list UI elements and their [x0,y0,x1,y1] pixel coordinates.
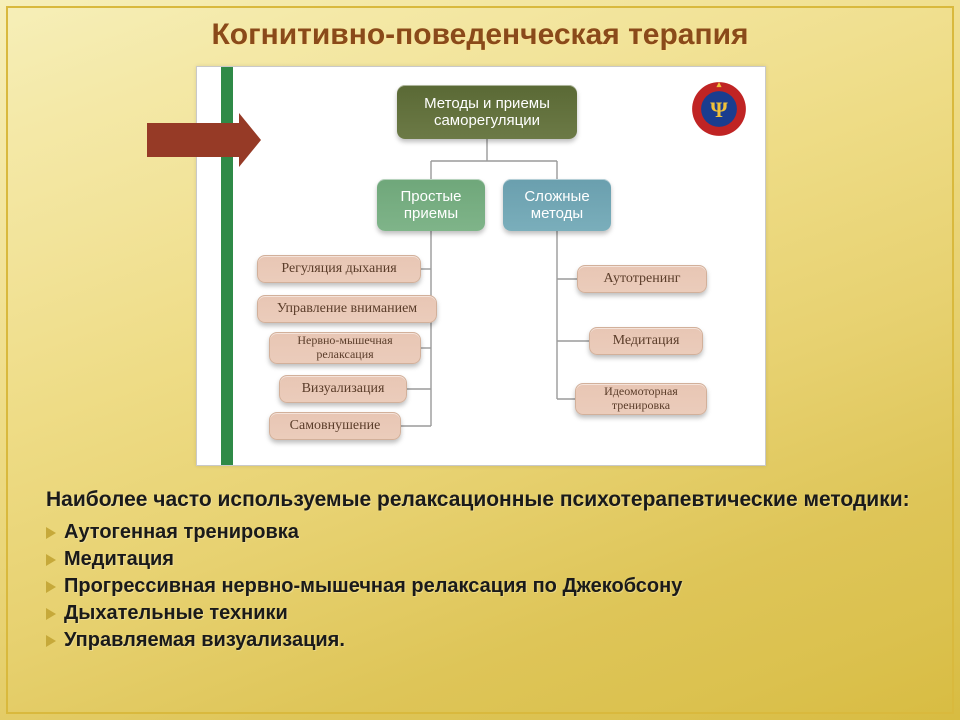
category-simple: Простые приемы [377,179,485,231]
leaf-complex-0: Аутотренинг [577,265,707,293]
diagram-panel: Ψ Методы и приемы саморегуляции Про [196,66,766,466]
bullet-item: Аутогенная тренировка [46,519,914,546]
entry-arrow [147,123,239,157]
bullet-item: Управляемая визуализация. [46,627,914,654]
leaf-simple-2: Нервно-мышечная релаксация [269,332,421,364]
leaf-complex-2: Идеомоторная тренировка [575,383,707,415]
leaf-simple-0: Регуляция дыхания [257,255,421,283]
slide-title: Когнитивно-поведенческая терапия [0,18,960,52]
emblem-badge: Ψ [691,81,747,137]
leaf-simple-4: Самовнушение [269,412,401,440]
body-text-block: Наиболее часто используемые релаксационн… [46,486,914,654]
bullet-item: Дыхательные техники [46,600,914,627]
bullet-item: Медитация [46,546,914,573]
leaf-simple-3: Визуализация [279,375,407,403]
svg-text:Ψ: Ψ [710,97,728,122]
root-node: Методы и приемы саморегуляции [397,85,577,139]
category-complex: Сложные методы [503,179,611,231]
bullet-item: Прогрессивная нервно-мышечная релаксация… [46,573,914,600]
leaf-complex-1: Медитация [589,327,703,355]
intro-paragraph: Наиболее часто используемые релаксационн… [46,486,914,513]
leaf-simple-1: Управление вниманием [257,295,437,323]
bullet-list: Аутогенная тренировка Медитация Прогресс… [46,519,914,654]
